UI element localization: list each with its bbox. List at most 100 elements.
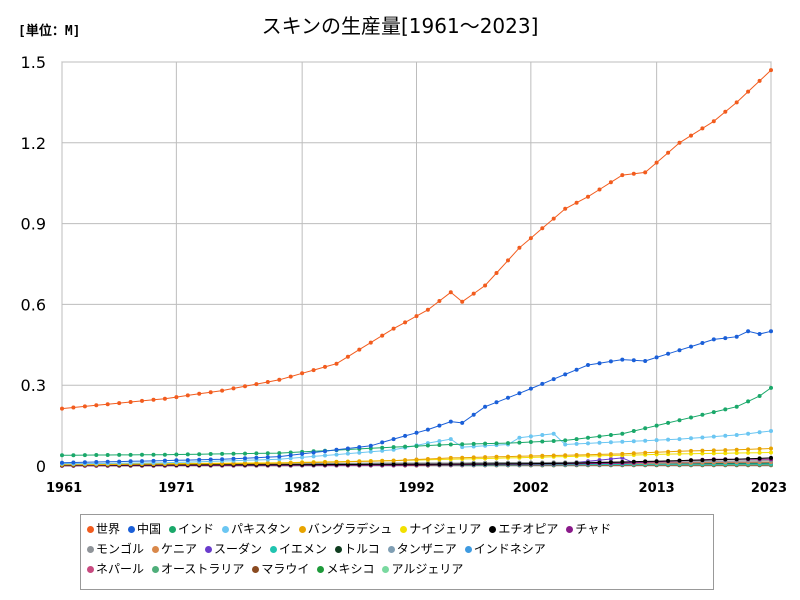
y-tick-label: 1.2 xyxy=(21,134,46,153)
data-point xyxy=(540,381,545,386)
data-point xyxy=(483,441,488,446)
data-point xyxy=(288,453,293,458)
data-point xyxy=(460,442,465,447)
data-point xyxy=(174,395,179,400)
data-point xyxy=(608,452,613,457)
data-point xyxy=(723,448,728,453)
legend-item: モンゴル xyxy=(87,539,144,559)
data-point xyxy=(323,449,327,454)
data-point xyxy=(620,460,625,464)
data-point xyxy=(471,412,476,417)
legend-marker xyxy=(87,545,94,553)
data-point xyxy=(506,441,510,446)
data-point xyxy=(769,385,773,390)
data-point xyxy=(117,401,122,406)
data-point xyxy=(140,459,144,464)
data-point xyxy=(380,448,385,453)
data-point xyxy=(425,443,430,448)
legend-marker xyxy=(298,525,306,533)
data-point xyxy=(631,451,636,456)
data-point xyxy=(746,431,751,436)
data-point xyxy=(345,446,350,451)
data-point xyxy=(185,452,190,457)
data-point xyxy=(380,440,385,445)
legend-label: マラウイ xyxy=(261,562,310,576)
legend-marker xyxy=(87,565,94,573)
data-point xyxy=(243,461,247,466)
data-point xyxy=(197,457,202,462)
data-point xyxy=(197,452,202,457)
data-point xyxy=(391,458,396,463)
legend-label: インドネシア xyxy=(473,542,546,556)
data-point xyxy=(654,160,659,165)
chart-title: スキンの生産量[1961～2023] xyxy=(261,14,539,38)
legend-item: チャド xyxy=(566,519,611,539)
legend-label: エチオピア xyxy=(498,522,559,536)
data-point xyxy=(231,461,236,466)
data-point xyxy=(414,444,419,449)
legend-label: ネパール xyxy=(96,562,145,576)
data-point xyxy=(105,453,110,457)
data-point xyxy=(460,462,465,467)
data-point xyxy=(677,449,682,454)
data-point xyxy=(414,314,419,319)
data-point xyxy=(494,271,499,275)
data-point xyxy=(471,462,476,466)
data-point xyxy=(380,445,385,450)
data-point xyxy=(391,437,396,442)
data-point xyxy=(82,404,87,409)
x-tick-label: 2013 xyxy=(639,481,675,496)
data-point xyxy=(677,437,682,442)
data-point xyxy=(723,457,728,462)
data-point xyxy=(403,320,408,325)
data-point xyxy=(71,460,76,465)
data-point xyxy=(597,434,602,439)
data-point xyxy=(471,441,476,446)
data-point xyxy=(769,450,773,455)
data-point xyxy=(437,443,442,447)
data-point xyxy=(334,460,339,464)
data-point xyxy=(425,457,430,461)
legend-label: メキシコ xyxy=(326,562,375,576)
data-point xyxy=(243,384,247,389)
legend-item: オーストラリア xyxy=(152,559,244,579)
data-point xyxy=(677,458,682,463)
data-point xyxy=(551,431,556,436)
data-point xyxy=(334,361,339,366)
data-point xyxy=(769,329,773,334)
legend-label: ナイジェリア xyxy=(409,522,482,536)
data-point xyxy=(117,452,122,457)
data-point xyxy=(689,451,693,456)
data-point xyxy=(643,426,648,431)
data-point xyxy=(769,68,773,73)
data-point xyxy=(140,398,144,403)
data-point xyxy=(243,451,247,456)
data-point xyxy=(345,459,350,464)
data-point xyxy=(380,462,385,467)
data-point xyxy=(403,433,408,438)
data-point xyxy=(517,454,522,459)
legend-marker xyxy=(252,565,260,573)
series-2 xyxy=(60,385,773,458)
data-point xyxy=(574,200,579,205)
legend-marker xyxy=(152,545,160,553)
data-point xyxy=(231,451,236,456)
data-point xyxy=(368,459,373,464)
data-point xyxy=(220,451,225,456)
data-point xyxy=(437,423,442,428)
legend-label: イエメン xyxy=(279,542,327,556)
data-point xyxy=(608,433,613,437)
data-point xyxy=(528,434,533,439)
data-point xyxy=(677,140,682,145)
x-tick-label: 2002 xyxy=(513,481,549,496)
data-point xyxy=(643,438,648,443)
data-point xyxy=(334,452,339,457)
x-tick-label: 1971 xyxy=(158,481,194,496)
data-point xyxy=(517,461,522,466)
data-point xyxy=(597,361,602,366)
data-point xyxy=(654,355,659,360)
data-point xyxy=(448,462,453,467)
data-point xyxy=(494,461,499,466)
data-point xyxy=(391,462,396,467)
legend-label: バングラデシュ xyxy=(307,522,393,536)
